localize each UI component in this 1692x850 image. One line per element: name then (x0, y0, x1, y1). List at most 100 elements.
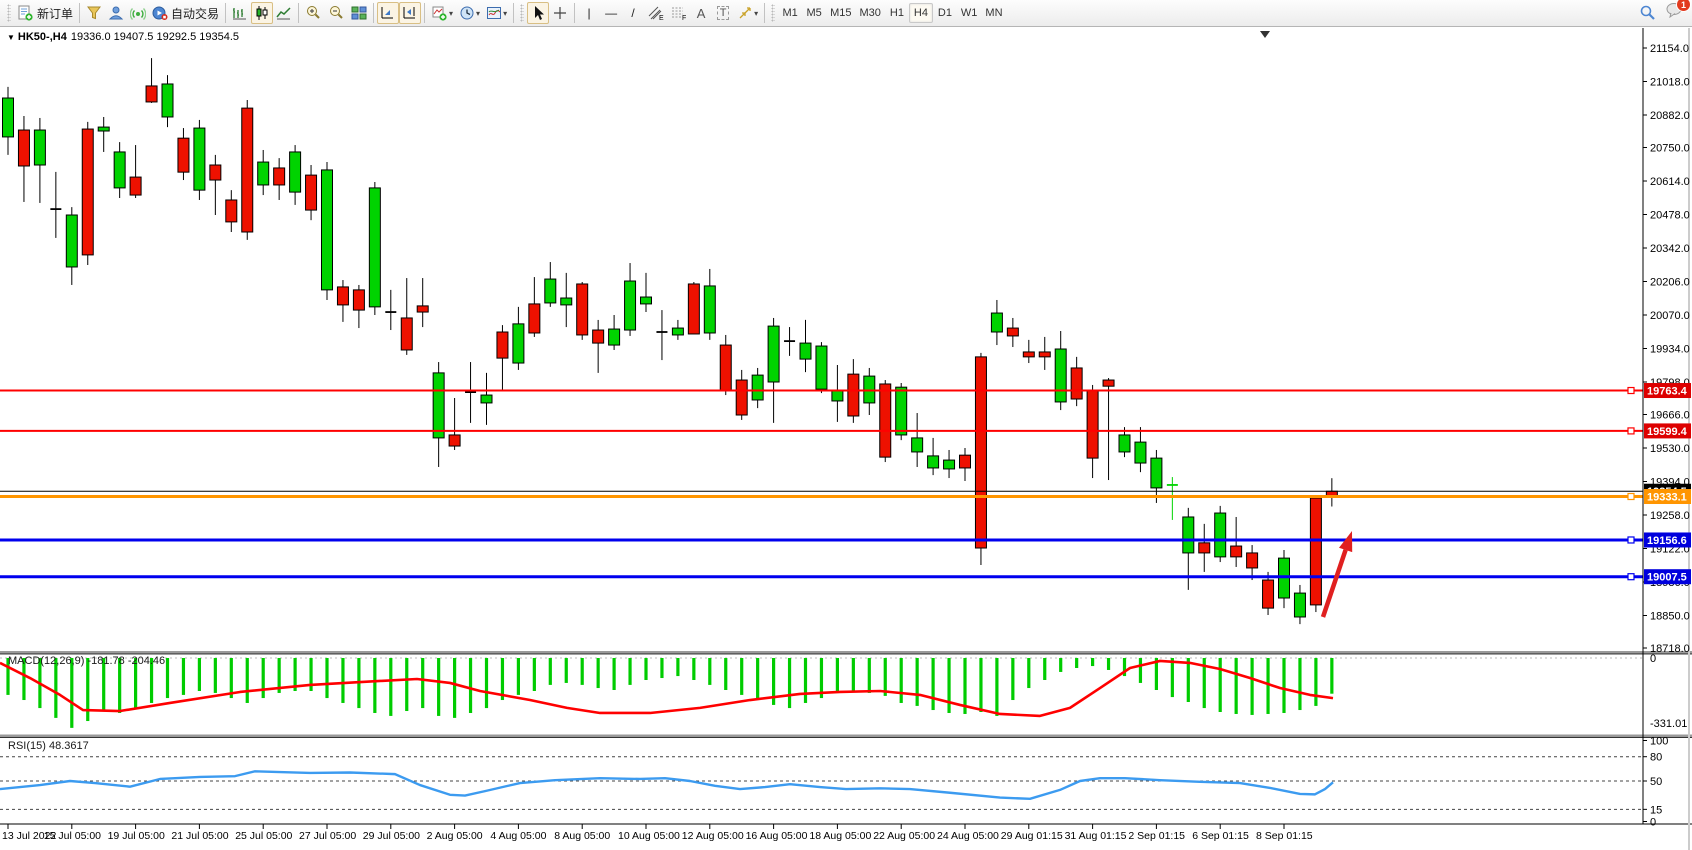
chart-shift-button[interactable] (377, 2, 400, 24)
chart-collapse-icon[interactable]: ▼ (7, 33, 15, 42)
bullish-candle[interactable] (81, 128, 94, 256)
bearish-candle[interactable] (321, 169, 333, 291)
bullish-candle[interactable] (496, 331, 509, 359)
hline-handle[interactable] (1627, 427, 1635, 435)
bullish-candle[interactable] (129, 176, 142, 196)
bearish-candle[interactable] (368, 187, 381, 308)
bearish-candle[interactable] (990, 312, 1003, 333)
bullish-candle[interactable] (1262, 579, 1275, 609)
candlestick-chart-button[interactable] (251, 2, 274, 24)
bullish-candle[interactable] (1309, 497, 1322, 606)
doji-candle[interactable] (465, 391, 477, 393)
bullish-candle[interactable] (1102, 379, 1115, 387)
chart-background[interactable] (0, 27, 1692, 850)
bullish-candle[interactable] (974, 356, 987, 549)
zoom-out-button[interactable] (325, 2, 348, 24)
label-button[interactable]: T (712, 2, 734, 24)
bullish-candle[interactable] (336, 286, 349, 306)
bullish-candle[interactable] (241, 107, 254, 233)
bullish-candle[interactable] (416, 305, 429, 313)
bearish-candle[interactable] (2, 97, 14, 138)
bearish-candle[interactable] (161, 83, 174, 118)
tile-windows-button[interactable] (348, 2, 370, 24)
new-order-button[interactable]: 新订单 (14, 2, 76, 24)
doji-candle[interactable] (784, 340, 796, 343)
bearish-candle[interactable] (943, 459, 956, 470)
search-icon[interactable] (1639, 4, 1656, 21)
bullish-candle[interactable] (1070, 367, 1083, 400)
hline-handle[interactable] (1627, 573, 1635, 581)
bullish-candle[interactable] (1038, 351, 1051, 358)
hline-handle[interactable] (1627, 492, 1635, 501)
timeframe-button-H4[interactable]: H4 (908, 3, 933, 23)
toolbar-grip[interactable] (771, 4, 776, 22)
bullish-candle[interactable] (177, 137, 190, 173)
bearish-candle[interactable] (608, 328, 621, 346)
bullish-candle[interactable] (225, 199, 238, 223)
timeframes-button[interactable]: ▾ (456, 2, 483, 24)
user-button[interactable] (105, 2, 127, 24)
bullish-candle[interactable] (1198, 542, 1211, 554)
funnel-button[interactable] (83, 2, 105, 24)
bullish-candle[interactable] (879, 383, 892, 458)
arrow-annotation-shaft[interactable] (1320, 549, 1348, 618)
bullish-candle[interactable] (1086, 389, 1099, 459)
bullish-candle[interactable] (448, 434, 461, 447)
doji-candle[interactable] (50, 208, 62, 210)
timeframe-button-M30[interactable]: M30 (859, 7, 881, 19)
timeframe-button-W1[interactable]: W1 (960, 7, 978, 19)
timeframe-button-M15[interactable]: M15 (830, 7, 852, 19)
bearish-candle[interactable] (1214, 512, 1227, 558)
bearish-candle[interactable] (193, 127, 206, 191)
timeframe-button-D1[interactable]: D1 (937, 7, 952, 19)
bearish-candle[interactable] (911, 437, 924, 453)
trendline-button[interactable]: / (622, 2, 644, 24)
bearish-candle[interactable] (480, 394, 493, 404)
bearish-candle[interactable] (1118, 434, 1131, 453)
bullish-candle[interactable] (305, 174, 318, 211)
bullish-candle[interactable] (735, 379, 748, 416)
chart-shift-marker[interactable] (1260, 31, 1270, 38)
bullish-candle[interactable] (209, 164, 222, 181)
cursor-button[interactable] (527, 2, 550, 24)
bullish-candle[interactable] (576, 283, 589, 336)
timeframe-button-M5[interactable]: M5 (806, 7, 822, 19)
bullish-candle[interactable] (1006, 327, 1019, 337)
bearish-candle[interactable] (703, 285, 716, 334)
macd-panel-splitter[interactable] (0, 651, 1692, 654)
bearish-candle[interactable] (831, 389, 844, 402)
timeframe-button-MN[interactable]: MN (985, 7, 1003, 19)
bullish-candle[interactable] (1230, 545, 1243, 558)
bearish-candle[interactable] (1182, 516, 1195, 554)
bearish-candle[interactable] (671, 327, 684, 336)
chart-autoscroll-button[interactable] (399, 2, 422, 24)
bearish-candle[interactable] (512, 323, 525, 364)
crosshair-button[interactable] (549, 2, 571, 24)
arrow-annotation-head[interactable] (1339, 531, 1353, 553)
bearish-candle[interactable] (1293, 592, 1306, 618)
bearish-candle[interactable] (751, 374, 764, 401)
bullish-candle[interactable] (352, 289, 365, 311)
doji-candle[interactable] (656, 331, 668, 333)
hline-handle[interactable] (1627, 386, 1635, 395)
line-chart-button[interactable] (273, 2, 295, 24)
bearish-candle[interactable] (863, 375, 876, 404)
bullish-candle[interactable] (17, 129, 30, 167)
bar-chart-button[interactable] (229, 2, 251, 24)
bearish-candle[interactable] (544, 278, 557, 304)
rsi-panel-splitter[interactable] (0, 734, 1692, 738)
bearish-candle[interactable] (1134, 441, 1147, 464)
bearish-candle[interactable] (1054, 348, 1067, 403)
bullish-candle[interactable] (145, 85, 158, 103)
bearish-candle[interactable] (927, 455, 940, 469)
bearish-candle[interactable] (1150, 457, 1163, 489)
bearish-candle[interactable] (432, 372, 445, 439)
timeframe-button-H1[interactable]: H1 (889, 7, 904, 19)
add-indicator-button[interactable]: ▾ (428, 2, 456, 24)
bullish-candle[interactable] (400, 317, 413, 351)
autotrade-button[interactable]: 自动交易 (149, 2, 222, 24)
zoom-in-button[interactable] (302, 2, 325, 24)
bullish-candle[interactable] (528, 303, 541, 334)
bearish-candle[interactable] (560, 297, 573, 306)
